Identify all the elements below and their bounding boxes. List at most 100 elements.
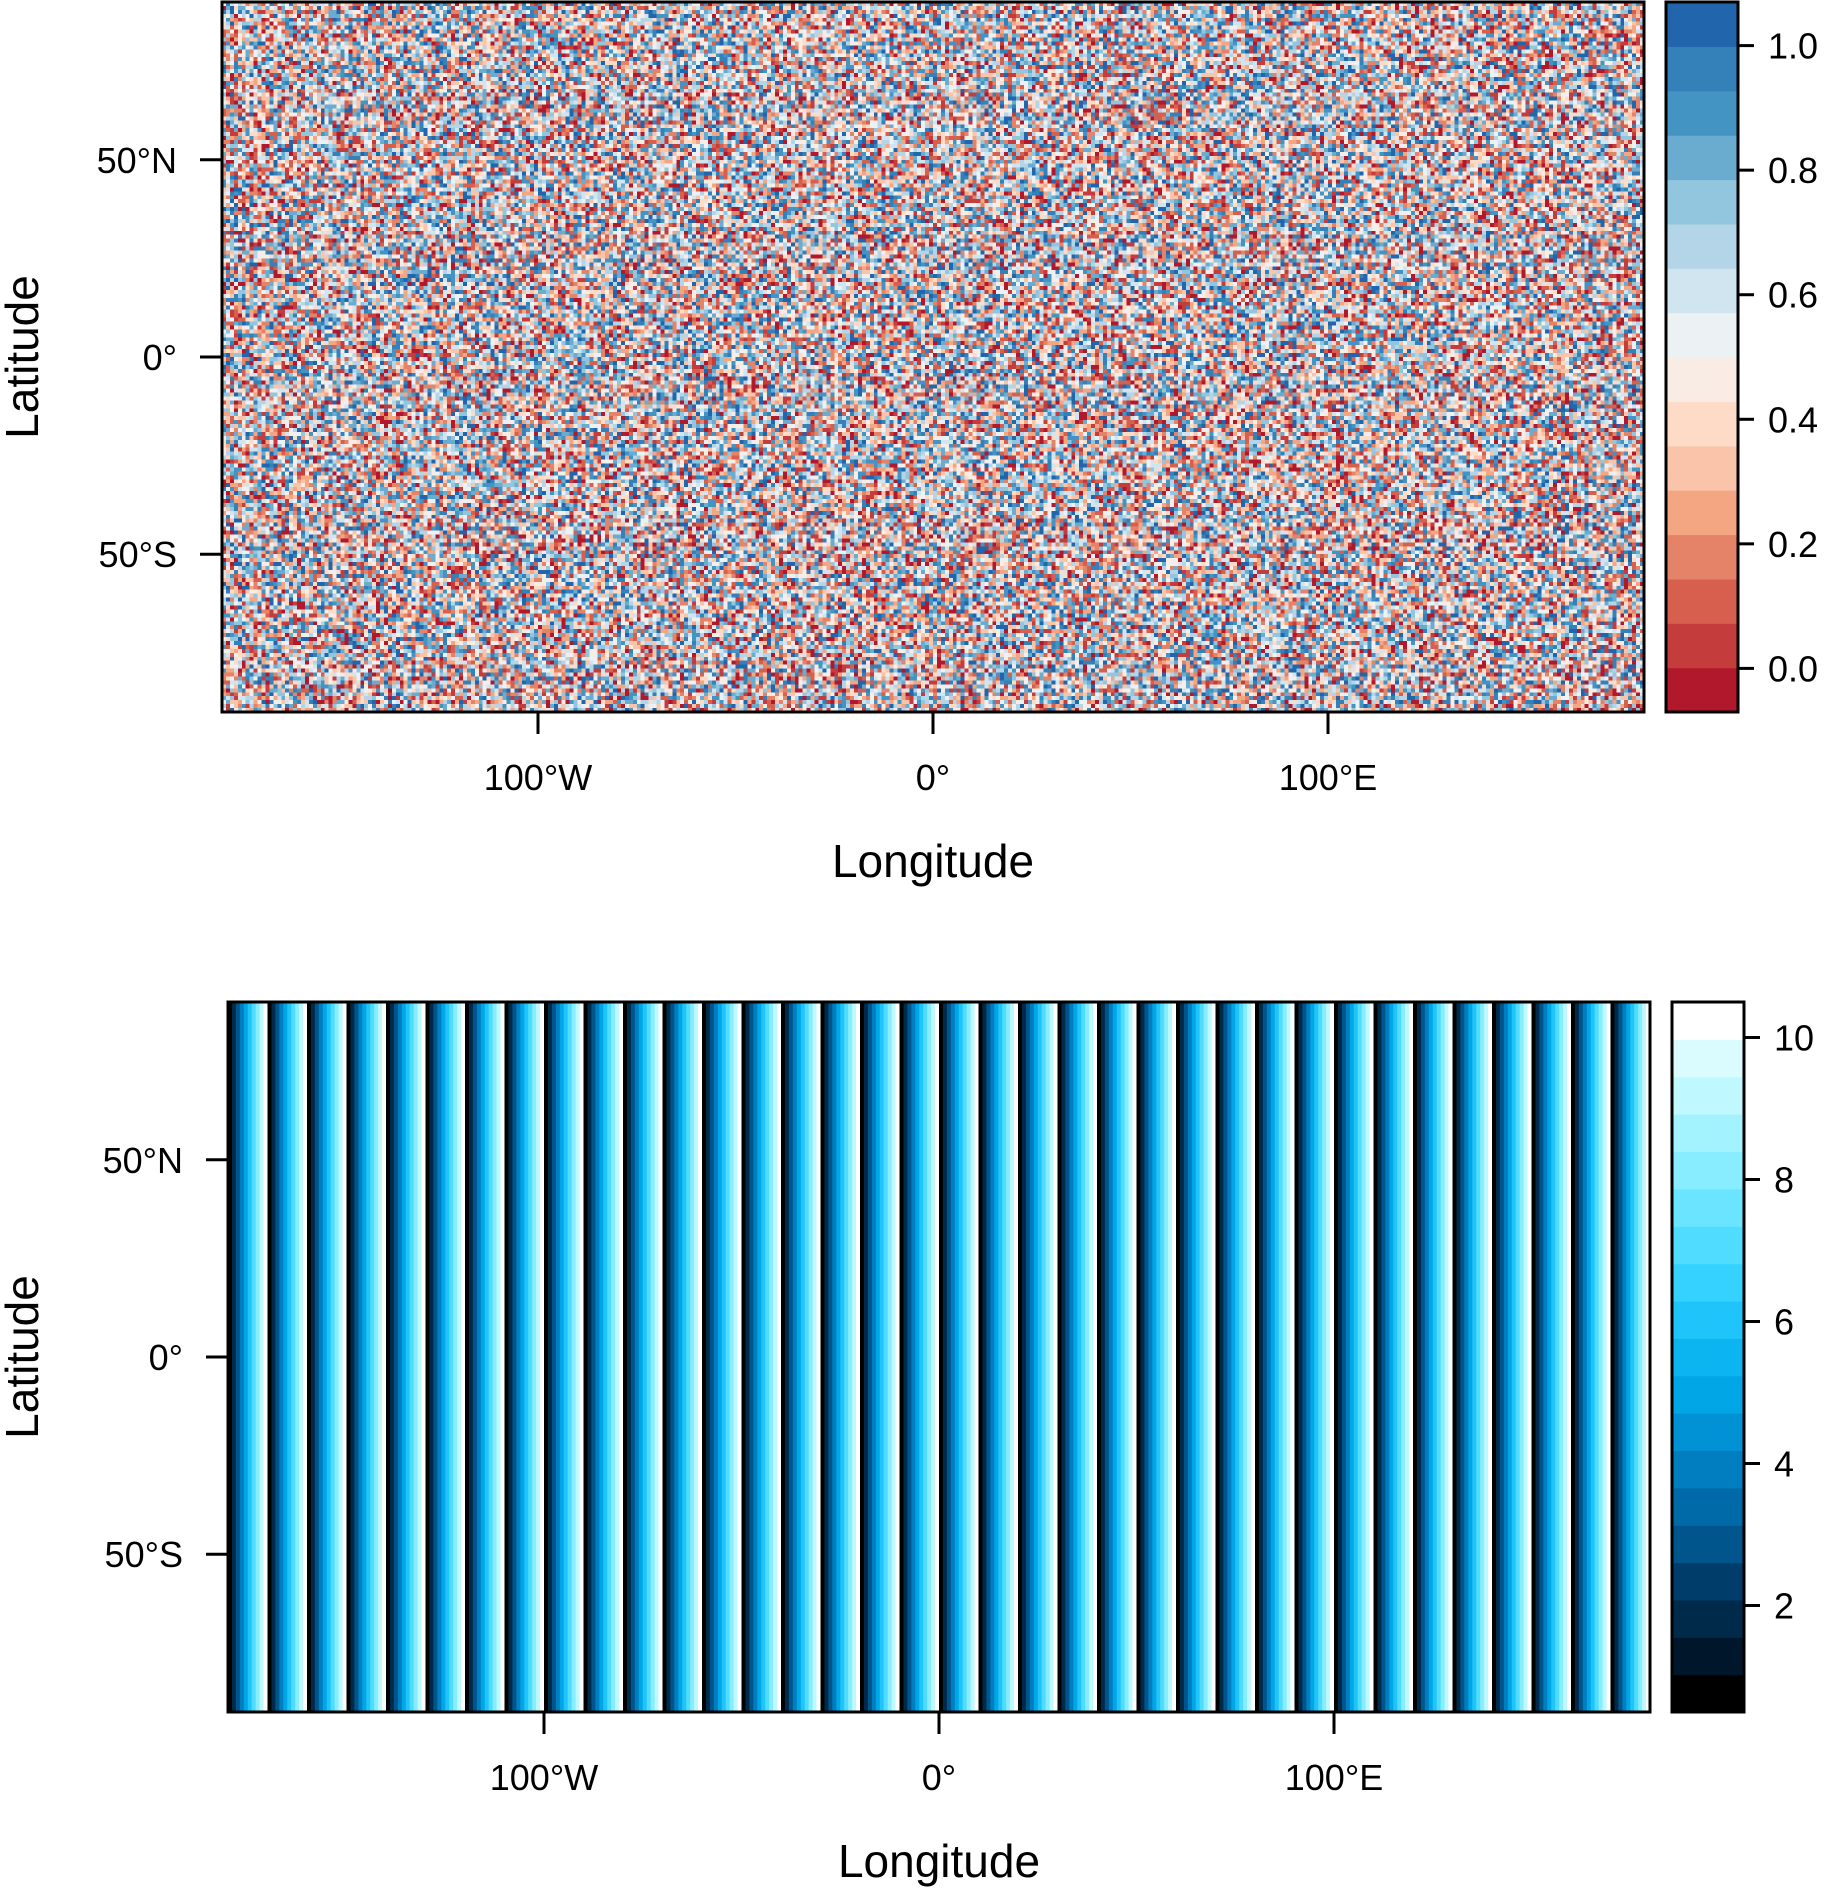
stripe-cell bbox=[840, 1002, 845, 1712]
stripe-cell bbox=[836, 1002, 841, 1712]
stripe-cell bbox=[832, 1002, 837, 1712]
stripe-cell bbox=[1440, 1002, 1446, 1712]
colorbar-swatch bbox=[1672, 1450, 1744, 1489]
y-tick-label: 50°N bbox=[103, 1140, 183, 1181]
stripe-cell bbox=[626, 1002, 632, 1712]
stripe-cell bbox=[1306, 1002, 1311, 1712]
stripe-cell bbox=[694, 1002, 699, 1712]
stripe-cell bbox=[287, 1002, 292, 1712]
stripe-cell bbox=[1298, 1002, 1303, 1712]
stripe-cell bbox=[860, 1002, 865, 1712]
stripe-cell bbox=[330, 1002, 336, 1712]
colorbar-swatch bbox=[1672, 1674, 1744, 1713]
stripe-cell bbox=[1499, 1002, 1505, 1712]
stripe-cell bbox=[1033, 1002, 1039, 1712]
stripe-cell bbox=[1081, 1002, 1086, 1712]
stripe-cell bbox=[599, 1002, 604, 1712]
stripe-cell bbox=[500, 1002, 505, 1712]
stripe-cell bbox=[1251, 1002, 1256, 1712]
stripe-cell bbox=[899, 1002, 904, 1712]
stripe-cell bbox=[362, 1002, 367, 1712]
stripe-cell bbox=[1112, 1002, 1118, 1712]
colorbar-swatch bbox=[1672, 1226, 1744, 1265]
stripe-cell bbox=[318, 1002, 324, 1712]
stripe-cell bbox=[1140, 1002, 1145, 1712]
stripe-cell bbox=[595, 1002, 600, 1712]
stripe-cell bbox=[303, 1002, 308, 1712]
colorbar-swatch bbox=[1666, 490, 1738, 536]
stripe-cell bbox=[733, 1002, 739, 1712]
stripe-cell bbox=[1484, 1002, 1489, 1712]
colorbar-swatch bbox=[1666, 135, 1738, 181]
stripe-cell bbox=[1002, 1002, 1007, 1712]
stripe-cell bbox=[1527, 1002, 1532, 1712]
stripe-cell bbox=[1432, 1002, 1438, 1712]
stripe-cell bbox=[1405, 1002, 1410, 1712]
stripe-cell bbox=[1262, 1002, 1268, 1712]
stripe-cell bbox=[1555, 1002, 1560, 1712]
stripe-cell bbox=[737, 1002, 742, 1712]
stripe-cell bbox=[619, 1002, 624, 1712]
stripe-cell bbox=[468, 1002, 474, 1712]
stripe-cell bbox=[409, 1002, 415, 1712]
stripe-cell bbox=[228, 1002, 233, 1712]
stripe-cell bbox=[931, 1002, 936, 1712]
stripe-cell bbox=[804, 1002, 810, 1712]
stripe-cell bbox=[1503, 1002, 1509, 1712]
stripe-cell bbox=[555, 1002, 561, 1712]
stripe-cell bbox=[698, 1002, 703, 1712]
stripe-cell bbox=[1136, 1002, 1141, 1712]
stripe-cell bbox=[982, 1002, 987, 1712]
stripe-cell bbox=[354, 1002, 359, 1712]
stripe-cell bbox=[235, 1002, 241, 1712]
colorbar-swatch bbox=[1672, 1413, 1744, 1452]
stripe-cell bbox=[1156, 1002, 1161, 1712]
colorbar-tick-label: 0.6 bbox=[1768, 275, 1818, 316]
stripe-cell bbox=[1014, 1002, 1019, 1712]
stripe-cell bbox=[954, 1002, 960, 1712]
stripe-cell bbox=[1215, 1002, 1220, 1712]
noise-map-y-axis: 50°N 0° 50°S bbox=[97, 140, 222, 575]
stripe-cell bbox=[405, 1002, 411, 1712]
stripe-cell bbox=[867, 1002, 873, 1712]
stripe-cell bbox=[1061, 1002, 1066, 1712]
colorbar-swatch bbox=[1672, 1562, 1744, 1601]
noise-map-x-axis: 100°W 0° 100°E bbox=[484, 712, 1377, 798]
stripe-cell bbox=[524, 1002, 529, 1712]
stripe-cell bbox=[374, 1002, 379, 1712]
stripe-cell bbox=[1041, 1002, 1047, 1712]
stripe-map-y-axis: 50°N 0° 50°S bbox=[103, 1140, 228, 1575]
colorbar-swatch bbox=[1672, 1076, 1744, 1115]
stripe-cell bbox=[1069, 1002, 1074, 1712]
stripe-cell bbox=[1642, 1002, 1647, 1712]
stripe-cell bbox=[283, 1002, 288, 1712]
stripe-cell bbox=[1065, 1002, 1070, 1712]
stripe-cell bbox=[1247, 1002, 1252, 1712]
stripe-cell bbox=[559, 1002, 565, 1712]
stripe-cell bbox=[1606, 1002, 1611, 1712]
stripe-cell bbox=[1515, 1002, 1521, 1712]
stripe-cell bbox=[299, 1002, 304, 1712]
stripe-cell bbox=[962, 1002, 968, 1712]
stripe-cell bbox=[322, 1002, 328, 1712]
stripe-cell bbox=[725, 1002, 731, 1712]
stripe-cell bbox=[1559, 1002, 1564, 1712]
stripe-cell bbox=[1353, 1002, 1359, 1712]
stripe-cell bbox=[1452, 1002, 1457, 1712]
stripe-cell bbox=[1029, 1002, 1035, 1712]
stripe-cell bbox=[1211, 1002, 1216, 1712]
stripe-cell bbox=[1160, 1002, 1165, 1712]
colorbar-tick-label: 0.4 bbox=[1768, 399, 1818, 440]
stripe-cell bbox=[571, 1002, 577, 1712]
stripe-cell bbox=[856, 1002, 861, 1712]
stripe-cell bbox=[729, 1002, 735, 1712]
noise-map-panel: 100°W 0° 100°E 50°N 0° 50°S Longitude Latitu… bbox=[0, 0, 1818, 887]
stripe-cell bbox=[1401, 1002, 1406, 1712]
colorbar-swatch bbox=[1666, 623, 1738, 669]
stripe-cell bbox=[492, 1002, 498, 1712]
colorbar-swatch bbox=[1666, 2, 1738, 47]
stripe-cell bbox=[1294, 1002, 1299, 1712]
colorbar-swatch bbox=[1672, 1525, 1744, 1564]
stripe-cell bbox=[1409, 1002, 1414, 1712]
stripe-cell bbox=[591, 1002, 596, 1712]
